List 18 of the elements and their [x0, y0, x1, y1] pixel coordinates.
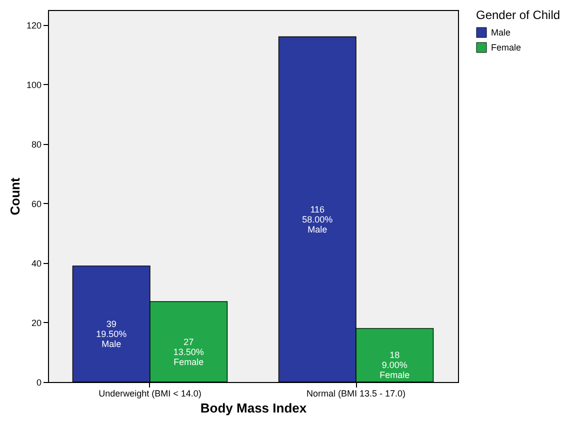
x-axis-title: Body Mass Index [200, 400, 308, 416]
data-label: 27 13.50% Female [173, 336, 204, 367]
y-axis-title: Count [7, 177, 22, 216]
data-label: 18 9.00% Female [380, 350, 410, 380]
legend-label: Male [491, 28, 511, 38]
legend-label: Female [491, 42, 522, 52]
y-tick-label: 20 [31, 318, 42, 328]
y-tick-label: 60 [31, 198, 42, 209]
y-tick-label: 40 [31, 258, 42, 268]
x-tick-label: Underweight (BMI < 14.0) [98, 388, 202, 398]
data-label: 39 19.50% Male [96, 318, 127, 349]
y-tick-label: 100 [26, 80, 42, 90]
x-tick-label: Normal (BMI 13.5 - 17.0) [306, 388, 406, 398]
y-tick-label: 80 [31, 139, 42, 150]
y-tick-label: 120 [26, 20, 42, 30]
y-tick-label: 0 [36, 378, 42, 388]
data-label: 116 58.00% Male [302, 204, 333, 234]
legend-title: Gender of Child [476, 8, 560, 22]
